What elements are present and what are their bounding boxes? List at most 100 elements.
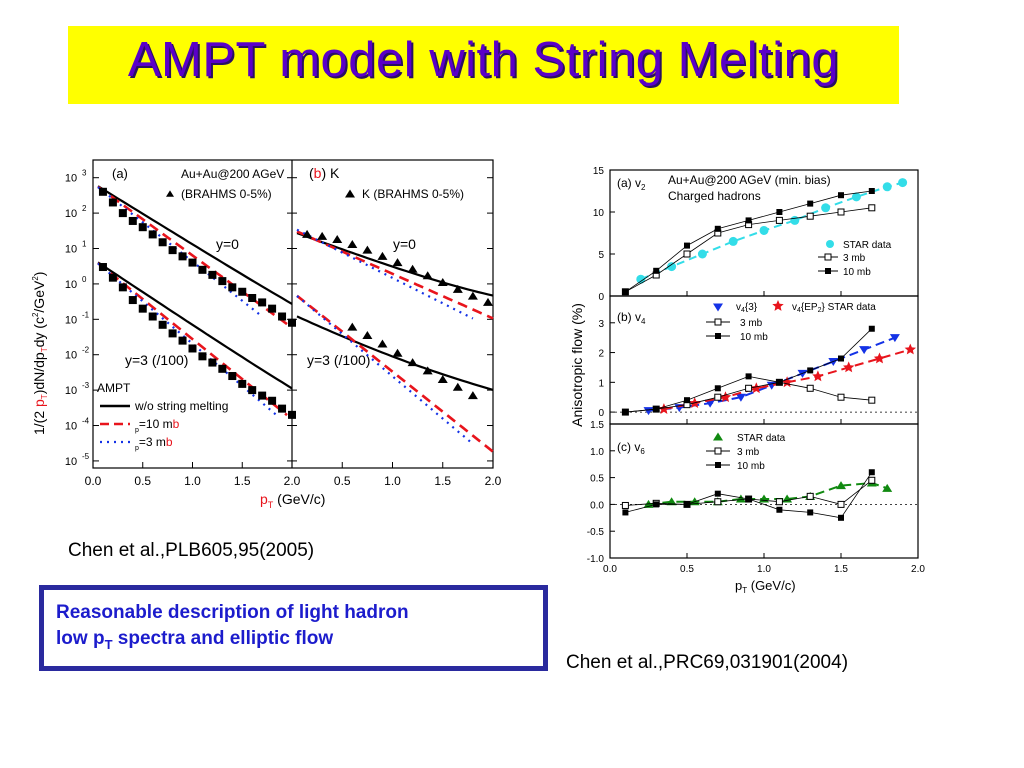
- spectra-xlabel-unit: (GeV/c): [273, 491, 325, 507]
- v2-star-point: [697, 249, 707, 259]
- spectra-b-point: [422, 366, 433, 375]
- spectra-a-xtick-label: 2.0: [284, 474, 301, 488]
- spectra-a-point: [108, 273, 117, 282]
- spectra-b-point: [407, 264, 418, 273]
- flow-a-sub: 2: [641, 183, 646, 192]
- v4ep-sub: 4: [797, 307, 801, 314]
- spectra-ytick-exp: -5: [82, 452, 90, 461]
- flow-ytick-label: 0: [598, 292, 604, 303]
- ylabel-part-1: p: [31, 399, 47, 407]
- spectra-a-point: [178, 336, 187, 345]
- v4ep-sub2: 2: [818, 307, 822, 314]
- flow-ytick-label: 1.0: [590, 447, 604, 458]
- v4-ep-point: [812, 370, 824, 382]
- v4-10mb-point: [714, 385, 721, 392]
- legend-10mb-text: =10 m: [139, 417, 173, 431]
- spectra-xlabel-sub: T: [268, 500, 274, 510]
- v2-10mb-point: [745, 217, 752, 224]
- v4-3mb-point: [868, 396, 876, 404]
- ylabel-part-2: T: [40, 394, 49, 399]
- spectra-ytick-exp: 3: [82, 169, 87, 178]
- v6-10mb-point: [838, 514, 844, 521]
- spectra-a-point: [168, 246, 177, 255]
- flow-b-sub: 4: [641, 317, 646, 326]
- v4-legend-3mb-marker: [714, 318, 722, 326]
- spectra-a-xtick-label: 1.5: [234, 474, 251, 488]
- spectra-a-point: [118, 283, 127, 292]
- v43-post: {3}: [745, 302, 758, 313]
- spectra-ytick-label: 10: [65, 350, 77, 362]
- v2-10mb-point: [684, 242, 690, 249]
- v2-star-point: [851, 192, 861, 202]
- spectra-a-point: [208, 358, 217, 367]
- flow-b-text: (b) v: [617, 310, 641, 324]
- legend-3mb-sigma-sub: p: [135, 445, 139, 452]
- legend-3mb-text: =3 m: [139, 435, 166, 449]
- model-b-y0-3mb: [296, 228, 474, 320]
- v6-legend-3mb-marker: [714, 447, 722, 455]
- panel-b-letter: b: [314, 165, 322, 181]
- spectra-b-point: [437, 277, 448, 286]
- legend-3mb: p=3 mb: [135, 435, 173, 452]
- flow-xtick-label: 0.5: [680, 564, 694, 575]
- v2-3mb-point: [806, 212, 814, 220]
- v2-3mb-point: [868, 204, 876, 212]
- spectra-a-point: [268, 304, 277, 313]
- spectra-a-xtick-label: 0.0: [85, 474, 102, 488]
- v6-3mb-point: [714, 498, 722, 506]
- spectra-a-point: [258, 298, 267, 307]
- v4-ep-point: [658, 403, 670, 414]
- legend-10mb-b: b: [173, 417, 180, 431]
- v2-10mb-point: [868, 188, 875, 194]
- ylabel-part-5: dy (c: [31, 317, 47, 347]
- v4-legend-3mb: 3 mb: [740, 318, 763, 329]
- flow-ytick-label: -0.5: [587, 527, 605, 538]
- spectra-ylabel: 1/(2 pT)dN/dpTdy (c2/GeV2): [31, 272, 49, 435]
- v6-10mb-point: [745, 496, 752, 503]
- legend-10mb: p=10 mb: [135, 417, 180, 434]
- flow-xlabel-p: p: [735, 578, 742, 593]
- spectra-a-point: [268, 396, 277, 405]
- flow-ytick-label: 0: [598, 408, 604, 419]
- v2-10mb-point: [653, 267, 660, 274]
- spectra-a-point: [238, 379, 247, 388]
- spectra-a-point: [288, 410, 296, 419]
- spectra-b-xtick-label: 1.0: [384, 474, 401, 488]
- v2-10mb-point: [714, 225, 721, 232]
- flow-a-text: (a) v: [617, 176, 641, 190]
- v2-star-point: [882, 182, 892, 192]
- spectra-a-point: [108, 198, 117, 207]
- flow-xtick-label: 2.0: [911, 564, 925, 575]
- v4-legend-10mb-marker: [715, 333, 721, 339]
- v4-legend-v43: v4{3}: [736, 302, 758, 314]
- flow-c-text: (c) v: [617, 440, 640, 454]
- spectra-b-point: [362, 245, 373, 254]
- flow-ytick-label: 10: [593, 208, 605, 219]
- legend-no-string-melting: w/o string melting: [134, 399, 228, 413]
- flow-panel-c-label: (c) v6: [617, 440, 645, 456]
- summary-line-2-post: spectra and elliptic flow: [112, 628, 334, 649]
- ylabel-part-3: )dN/dp: [31, 352, 47, 394]
- summary-text: Reasonable description of light hadron l…: [56, 600, 409, 658]
- v4-ep-point: [843, 361, 855, 373]
- spectra-a-point: [118, 209, 127, 218]
- spectra-a-point: [218, 277, 227, 286]
- slide-title: AMPT model with String Melting: [127, 33, 840, 87]
- spectra-a-point: [158, 320, 167, 329]
- spectra-a-point: [248, 293, 257, 302]
- v4-10mb-point: [838, 355, 844, 362]
- v6-3mb-point: [868, 476, 876, 484]
- spectra-frame: [92, 159, 494, 469]
- spectra-ytick-label: 10: [65, 456, 77, 468]
- spectra-system-label: Au+Au@200 AGeV: [181, 167, 284, 181]
- v2-legend-3mb: 3 mb: [843, 253, 866, 264]
- spectra-b-point: [302, 229, 313, 238]
- spectra-a-point: [178, 252, 187, 261]
- v6-10mb-point: [776, 506, 783, 513]
- spectra-panel-b-label: (b) K: [309, 165, 340, 181]
- v4-10mb-point: [868, 325, 875, 332]
- panel-b-open: (: [309, 165, 314, 181]
- spectra-b-point: [437, 374, 448, 383]
- flow-ytick-label: 15: [593, 166, 605, 177]
